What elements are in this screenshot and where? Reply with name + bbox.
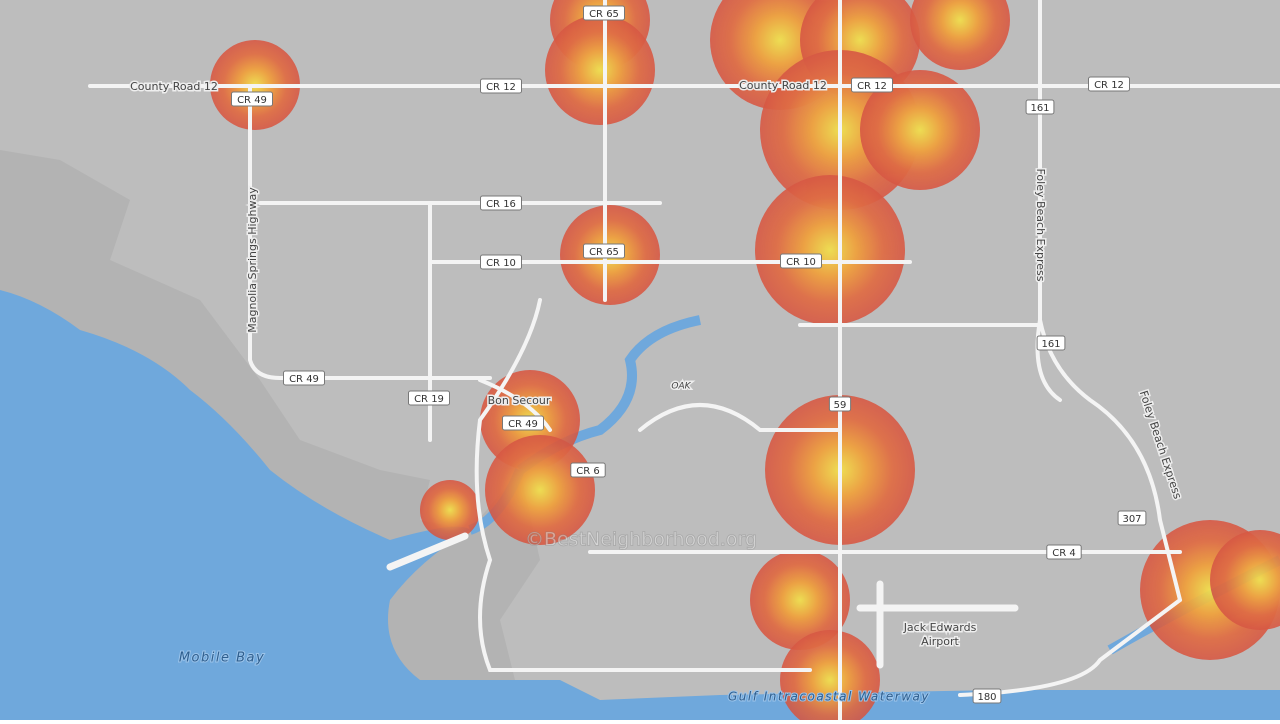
road-shield — [502, 415, 544, 431]
heat-blob — [485, 435, 595, 545]
road-name: County Road 12 — [130, 80, 218, 93]
road-shield-label: 59 — [834, 400, 847, 411]
road-shield-label: CR 19 — [414, 394, 444, 405]
watermark: ©BestNeighborhood.org — [525, 529, 757, 551]
place-label: Bon Secour — [488, 394, 551, 407]
road-shield-label: CR 49 — [508, 419, 538, 430]
road-shield-label: CR 4 — [1052, 548, 1075, 559]
water-label: Mobile Bay — [179, 651, 265, 666]
heat-blob — [910, 0, 1010, 70]
heat-blob — [780, 630, 880, 724]
road-shield — [972, 688, 1002, 704]
road-shield-label: CR 10 — [486, 258, 516, 269]
heat-blob — [420, 480, 480, 540]
road-shield-label: CR 12 — [857, 81, 887, 92]
road-shield — [480, 254, 522, 270]
heat-blob — [1210, 530, 1280, 630]
road-shield — [570, 462, 606, 478]
road-shield — [231, 91, 273, 107]
road-shield — [780, 253, 822, 269]
road-shield-label: CR 12 — [486, 82, 516, 93]
road-shield-label: 307 — [1122, 514, 1141, 525]
road-shield — [1046, 544, 1082, 560]
road-shield — [480, 78, 522, 94]
road-shield — [1025, 99, 1055, 115]
road-shield — [851, 77, 893, 93]
road-shield-label: CR 65 — [589, 247, 619, 258]
heat-blob — [545, 15, 655, 125]
road-shield — [583, 243, 625, 259]
road-shield-label: 161 — [1030, 103, 1049, 114]
heat-blob — [750, 550, 850, 650]
place-label: Airport — [921, 635, 959, 648]
heat-blob — [860, 70, 980, 190]
water-body — [0, 290, 1280, 720]
road-shield-label: CR 49 — [289, 374, 319, 385]
road-shield-label: 180 — [977, 692, 996, 703]
road-shield-label: CR 65 — [589, 9, 619, 20]
road-shield — [1088, 76, 1130, 92]
heat-blob — [755, 175, 905, 325]
water-label: Gulf Intracoastal Waterway — [728, 690, 930, 704]
road-network — [88, 0, 1280, 722]
road-shield — [480, 195, 522, 211]
road-name: Magnolia Springs Highway — [246, 187, 259, 333]
road-shield — [1036, 335, 1066, 351]
road-name: County Road 12 — [739, 79, 827, 92]
road-shield-label: CR 6 — [576, 466, 599, 477]
road-name: OAK — [671, 382, 691, 392]
road-shield-label: CR 12 — [1094, 80, 1124, 91]
road-name: Foley Beach Express — [1034, 168, 1047, 281]
road-shield — [828, 396, 852, 412]
road-shield-label: 161 — [1041, 339, 1060, 350]
road-shield — [283, 370, 325, 386]
place-label: Jack Edwards — [903, 621, 977, 634]
road-shield — [1117, 510, 1147, 526]
road-shield — [408, 390, 450, 406]
road-shield-label: CR 16 — [486, 199, 516, 210]
road-shield-label: CR 49 — [237, 95, 267, 106]
road-shield-label: CR 10 — [786, 257, 816, 268]
road-shield — [583, 5, 625, 21]
